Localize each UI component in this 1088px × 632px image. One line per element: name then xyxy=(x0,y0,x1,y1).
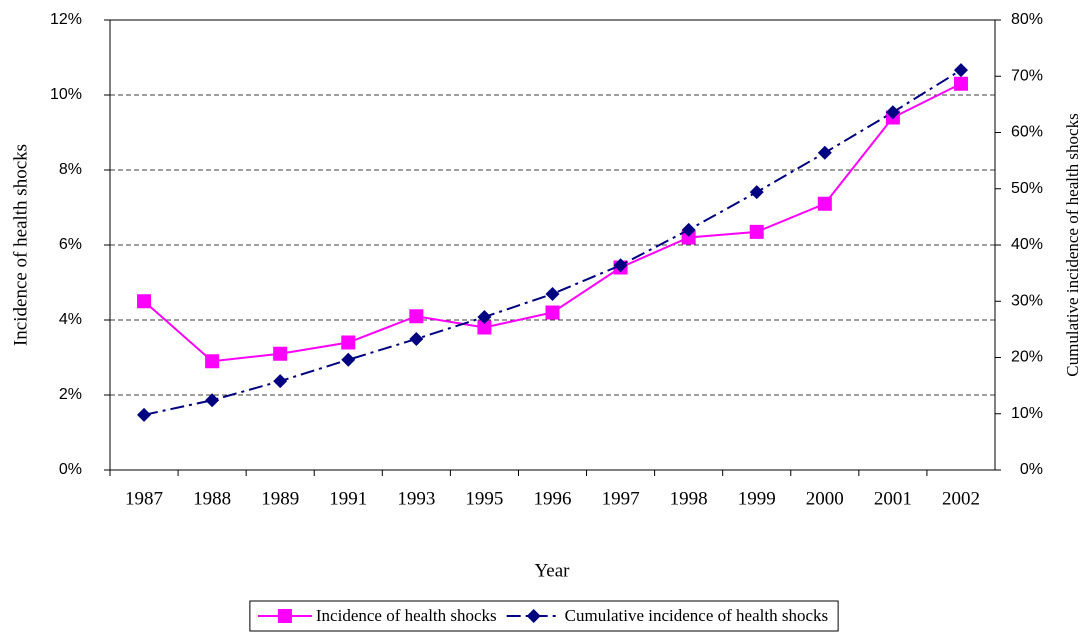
square-marker xyxy=(277,609,292,623)
y2-tick-label: 20% xyxy=(1011,349,1043,366)
square-marker xyxy=(953,76,968,91)
square-marker xyxy=(681,230,696,245)
diamond-marker xyxy=(681,222,696,237)
diamond-marker xyxy=(526,609,541,623)
x-tick-label: 1987 xyxy=(125,488,163,509)
y2-tick-label: 60% xyxy=(1011,124,1043,141)
y2-axis-title: Cumulative incidence of health shocks xyxy=(1063,113,1082,376)
x-tick-label: 2000 xyxy=(806,488,844,509)
y2-tick-label: 80% xyxy=(1011,11,1043,28)
square-marker xyxy=(749,224,764,239)
y-tick-label: 12% xyxy=(50,11,82,28)
y2-tick-label: 30% xyxy=(1011,292,1043,309)
x-axis-title: Year xyxy=(534,560,570,581)
y2-tick-label: 10% xyxy=(1011,405,1043,422)
diamond-marker xyxy=(953,63,968,78)
diamond-marker xyxy=(613,258,628,273)
square-marker xyxy=(477,320,492,335)
series-line xyxy=(143,69,962,416)
y-tick-label: 2% xyxy=(59,386,82,403)
diamond-marker xyxy=(273,374,288,389)
diamond-marker xyxy=(885,105,900,120)
diamond-marker xyxy=(545,286,560,301)
legend-label: Incidence of health shocks xyxy=(316,606,497,625)
square-marker xyxy=(205,354,220,369)
square-marker xyxy=(341,335,356,350)
square-marker xyxy=(137,294,152,309)
x-tick-label: 1999 xyxy=(738,488,776,509)
legend: Incidence of health shocks Cumulative inc… xyxy=(249,600,839,632)
y2-tick-label: 50% xyxy=(1011,180,1043,197)
x-tick-label: 1998 xyxy=(670,488,708,509)
x-tick-label: 1995 xyxy=(465,488,503,509)
y2-tick-label: 70% xyxy=(1011,67,1043,84)
x-tick-label: 1988 xyxy=(193,488,231,509)
diamond-marker xyxy=(137,407,152,422)
diamond-marker xyxy=(749,185,764,200)
x-tick-label: 1993 xyxy=(397,488,435,509)
diamond-marker xyxy=(341,352,356,367)
x-tick-label: 2002 xyxy=(942,488,980,509)
y-tick-label: 4% xyxy=(59,311,82,328)
y-tick-label: 6% xyxy=(59,236,82,253)
diamond-marker xyxy=(477,310,492,324)
y-tick-label: 0% xyxy=(59,461,82,478)
x-tick-label: 1989 xyxy=(261,488,299,509)
y-axis-title: Incidence of health shocks xyxy=(10,144,31,346)
square-marker xyxy=(545,305,560,320)
square-marker xyxy=(409,309,424,324)
square-marker xyxy=(817,196,832,211)
x-tick-label: 1996 xyxy=(534,488,572,509)
y2-tick-label: 0% xyxy=(1020,461,1043,478)
diamond-marker xyxy=(205,393,220,408)
legend-label: Cumulative incidence of health shocks xyxy=(565,606,828,625)
diamond-marker xyxy=(409,331,424,346)
diamond-marker xyxy=(817,145,832,160)
y-tick-label: 8% xyxy=(59,161,82,178)
y2-tick-label: 40% xyxy=(1011,236,1043,253)
x-tick-label: 2001 xyxy=(874,488,912,509)
x-tick-label: 1997 xyxy=(602,488,640,509)
plot-frame xyxy=(109,19,996,471)
x-tick-label: 1991 xyxy=(329,488,367,509)
square-marker xyxy=(273,346,288,361)
y-tick-label: 10% xyxy=(50,86,82,103)
